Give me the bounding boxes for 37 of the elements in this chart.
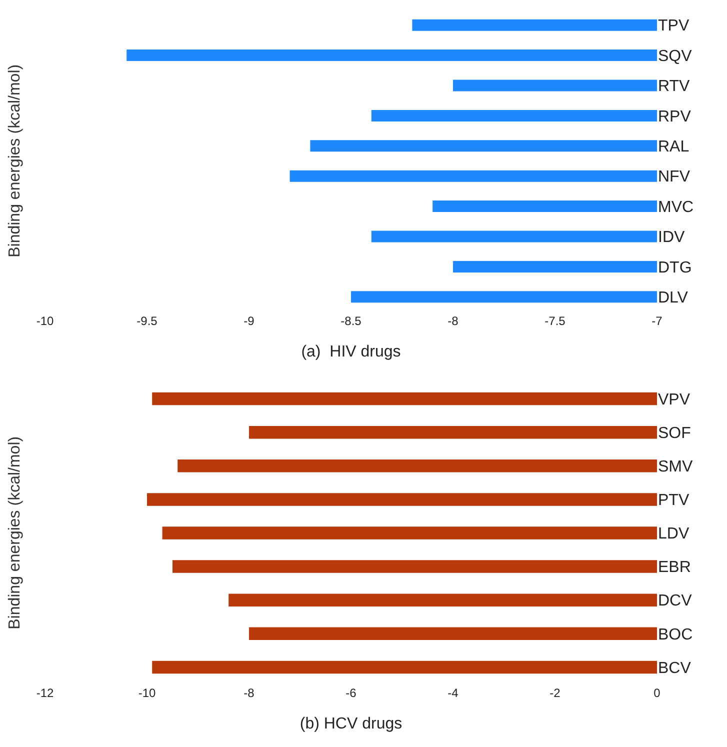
y-tick-label: RAL bbox=[658, 138, 690, 156]
y-tick-label: DCV bbox=[658, 592, 692, 610]
x-tick-label: -8.5 bbox=[340, 314, 362, 328]
x-tick-label: -4 bbox=[448, 686, 459, 700]
y-tick-label: LDV bbox=[658, 526, 690, 543]
x-tick-label: -9.5 bbox=[136, 314, 158, 328]
y-tick-label: DLV bbox=[658, 290, 688, 306]
x-tick-label: -10 bbox=[36, 314, 54, 328]
y-axis-title: Binding energies (kcal/mol) bbox=[6, 64, 24, 258]
y-tick-label: IDV bbox=[658, 229, 685, 246]
y-tick-label: RPV bbox=[658, 108, 692, 126]
x-tick-label: -10 bbox=[138, 686, 156, 700]
y-tick-label: RTV bbox=[658, 78, 690, 96]
y-tick-label: MVC bbox=[658, 198, 694, 216]
y-tick-label: TPV bbox=[658, 18, 690, 35]
x-tick-label: -12 bbox=[36, 686, 54, 700]
x-tick-label: -6 bbox=[346, 686, 357, 700]
y-tick-label: SOF bbox=[658, 424, 692, 442]
y-tick-label: BCV bbox=[658, 660, 692, 677]
x-tick-label: -7.5 bbox=[544, 314, 566, 328]
y-tick-label: EBR bbox=[658, 559, 691, 576]
y-tick-label: VPV bbox=[658, 391, 690, 408]
y-tick-label: NFV bbox=[658, 168, 690, 186]
y-tick-label: SMV bbox=[658, 458, 693, 476]
y-axis-title: Binding energies (kcal/mol) bbox=[6, 436, 24, 630]
y-tick-label: BOC bbox=[658, 626, 693, 644]
x-tick-label: -8 bbox=[448, 314, 459, 328]
x-tick-label: -2 bbox=[550, 686, 561, 700]
y-tick-label: SQV bbox=[658, 48, 692, 65]
x-axis-title: (a) HIV drugs bbox=[301, 344, 401, 361]
y-tick-label: DTG bbox=[658, 259, 692, 276]
x-axis-title: (b) HCV drugs bbox=[300, 716, 402, 733]
x-tick-label: -8 bbox=[244, 686, 255, 700]
x-tick-label: -9 bbox=[244, 314, 255, 328]
y-tick-label: PTV bbox=[658, 492, 690, 510]
x-tick-label: 0 bbox=[654, 686, 661, 700]
x-tick-label: -7 bbox=[652, 314, 663, 328]
